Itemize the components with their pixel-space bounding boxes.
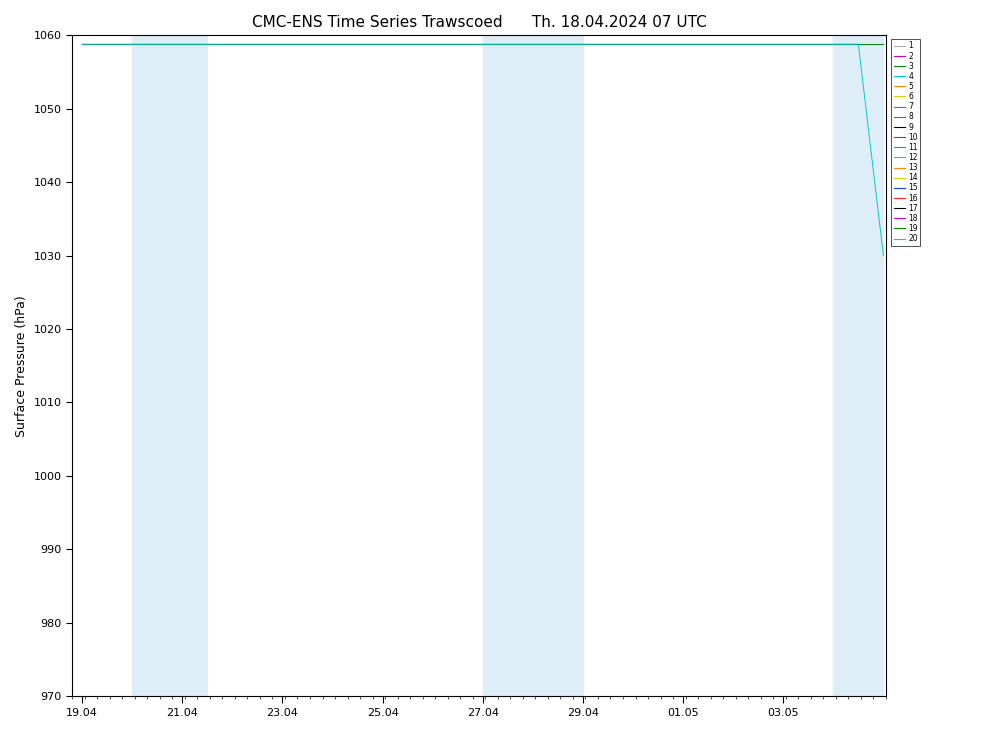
Bar (833, 35, 883, 696)
Title: CMC-ENS Time Series Trawscoed      Th. 18.04.2024 07 UTC: CMC-ENS Time Series Trawscoed Th. 18.04.… (252, 15, 706, 30)
Y-axis label: Surface Pressure (hPa): Surface Pressure (hPa) (15, 295, 28, 437)
Bar (483, 35, 583, 696)
Legend: 1, 2, 3, 4, 5, 6, 7, 8, 9, 10, 11, 12, 13, 14, 15, 16, 17, 18, 19, 20: 1, 2, 3, 4, 5, 6, 7, 8, 9, 10, 11, 12, 1… (891, 39, 920, 246)
Bar (132, 35, 207, 696)
